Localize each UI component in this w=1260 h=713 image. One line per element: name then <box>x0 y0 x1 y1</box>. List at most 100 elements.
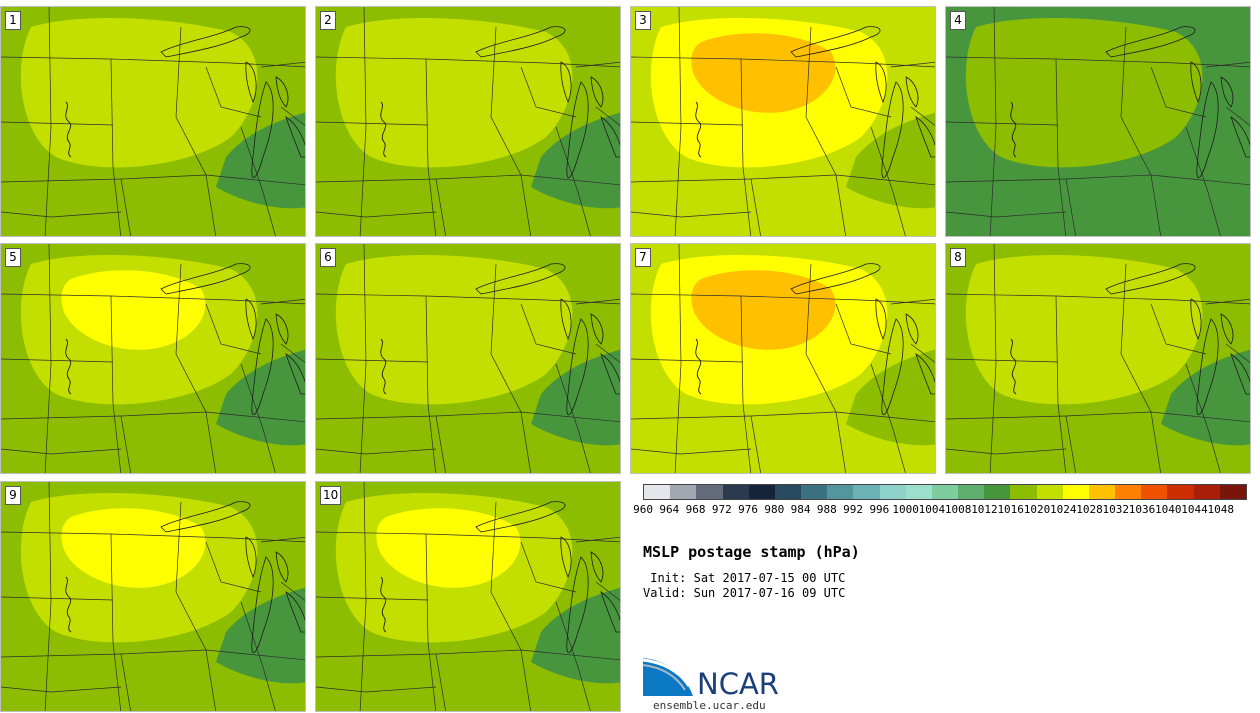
colorbar-tick-label: 1032 <box>1102 503 1129 516</box>
member-label: 1 <box>5 11 21 30</box>
state-border <box>595 581 620 601</box>
lake-outline <box>160 263 251 295</box>
colorbar-tick-label: 1036 <box>1128 503 1156 516</box>
high-pressure-core <box>691 33 836 113</box>
state-border <box>1 56 305 68</box>
colorbar-swatch <box>696 485 723 499</box>
state-border <box>631 293 935 305</box>
colorbar-swatch <box>1193 485 1220 499</box>
state-border <box>1 411 305 423</box>
colorbar-swatch <box>1062 485 1089 499</box>
lake-outline <box>245 61 257 104</box>
lake-outline <box>245 298 257 341</box>
stamp-panel-1: 1 <box>0 6 306 237</box>
state-border <box>175 501 182 593</box>
colorbar-tick-label: 984 <box>790 503 811 516</box>
state-border <box>890 61 935 68</box>
colorbar-swatch <box>670 485 697 499</box>
state-border <box>262 428 276 473</box>
state-border <box>1207 428 1221 473</box>
lake-outline <box>915 353 935 395</box>
lake-outline <box>600 116 620 158</box>
pressure-map <box>316 7 620 236</box>
colorbar-tick-label: 988 <box>816 503 837 516</box>
colorbar-tick-label: 968 <box>685 503 706 516</box>
state-border <box>435 178 447 236</box>
state-border <box>910 343 935 363</box>
lake-outline <box>590 551 604 583</box>
stamp-panel-4: 4 <box>945 6 1251 237</box>
lake-outline <box>475 501 566 533</box>
low-pressure-region <box>846 112 935 209</box>
colorbar <box>643 484 1247 500</box>
state-border <box>1 121 114 126</box>
state-border <box>1 293 305 305</box>
state-border <box>110 533 122 711</box>
state-border <box>575 61 620 68</box>
lake-outline <box>1196 81 1219 178</box>
state-border <box>316 448 437 455</box>
state-border <box>490 116 532 236</box>
lake-outline <box>1190 61 1202 104</box>
state-border <box>359 244 367 473</box>
stamp-panel-8: 8 <box>945 243 1251 474</box>
state-border <box>835 66 892 118</box>
stamp-panel-2: 2 <box>315 6 621 237</box>
state-border <box>1225 106 1250 126</box>
lake-outline <box>790 26 881 58</box>
lake-outline <box>1220 76 1234 108</box>
lake-outline <box>285 353 305 395</box>
state-border <box>240 601 264 668</box>
colorbar-swatch <box>879 485 906 499</box>
low-pressure-region <box>531 112 620 209</box>
colorbar-swatch <box>1088 485 1116 499</box>
low-pressure-region <box>216 349 305 446</box>
member-label: 10 <box>320 486 342 505</box>
state-border <box>262 666 276 711</box>
ncar-logo-icon <box>643 658 693 696</box>
state-border <box>892 191 906 236</box>
state-border <box>631 211 752 218</box>
state-border <box>750 178 762 236</box>
colorbar-tick-label: 996 <box>869 503 890 516</box>
river-line <box>65 576 72 633</box>
state-border <box>490 591 532 711</box>
state-border <box>1 686 122 693</box>
colorbar-swatch <box>931 485 959 499</box>
stamp-panel-3: 3 <box>630 6 936 237</box>
river-line <box>695 101 702 158</box>
state-border <box>892 428 906 473</box>
state-border <box>575 298 620 305</box>
lake-outline <box>905 76 919 108</box>
lake-outline <box>566 81 589 178</box>
lake-outline <box>590 76 604 108</box>
colorbar-swatch <box>958 485 985 499</box>
lake-outline <box>1190 298 1202 341</box>
state-border <box>262 191 276 236</box>
lake-outline <box>251 318 274 415</box>
lake-outline <box>1196 318 1219 415</box>
state-border <box>946 411 1250 423</box>
state-border <box>280 343 305 363</box>
state-border <box>631 411 935 423</box>
high-pressure-core <box>376 33 521 113</box>
member-label: 6 <box>320 248 336 267</box>
member-label: 2 <box>320 11 336 30</box>
state-border <box>1 174 305 186</box>
state-border <box>316 174 620 186</box>
state-border <box>555 126 579 193</box>
state-border <box>1 531 305 543</box>
lake-outline <box>1105 263 1196 295</box>
state-border <box>175 263 182 355</box>
init-line: Init: Sat 2017-07-15 00 UTC <box>643 571 845 585</box>
lake-outline <box>905 313 919 345</box>
state-border <box>175 591 217 711</box>
lake-outline <box>275 551 289 583</box>
state-border <box>1185 126 1209 193</box>
state-border <box>175 26 182 118</box>
state-border <box>631 448 752 455</box>
state-border <box>835 303 892 355</box>
state-border <box>1 358 114 363</box>
state-border <box>490 263 497 355</box>
state-border <box>120 178 132 236</box>
